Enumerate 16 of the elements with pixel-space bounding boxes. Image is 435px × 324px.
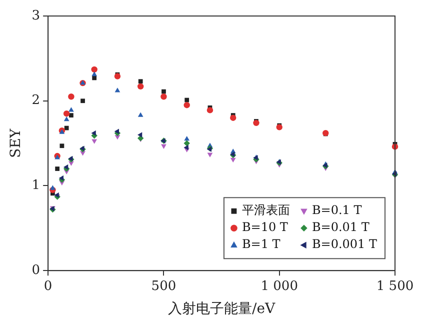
legend-label: B=0.01 T bbox=[312, 220, 370, 234]
legend-label: B=10 T bbox=[242, 220, 288, 234]
y-tick-label: 3 bbox=[32, 8, 40, 24]
legend-label: B=0.001 T bbox=[312, 237, 377, 252]
y-tick-label: 2 bbox=[32, 93, 40, 108]
legend-label: 平滑表面 bbox=[242, 203, 290, 218]
x-tick-label: 0 bbox=[44, 278, 52, 294]
x-axis-title: 入射电子能量/eV bbox=[168, 301, 276, 318]
y-axis-title: SEY bbox=[8, 128, 24, 158]
x-tick-label: 500 bbox=[151, 278, 176, 294]
x-tick-label: 1 000 bbox=[260, 278, 298, 294]
legend-label: B=1 T bbox=[242, 237, 280, 252]
x-tick-label: 1 500 bbox=[376, 278, 414, 294]
legend-label: B=0.1 T bbox=[312, 203, 362, 218]
y-tick-label: 1 bbox=[32, 178, 40, 194]
y-tick-label: 0 bbox=[32, 262, 40, 278]
